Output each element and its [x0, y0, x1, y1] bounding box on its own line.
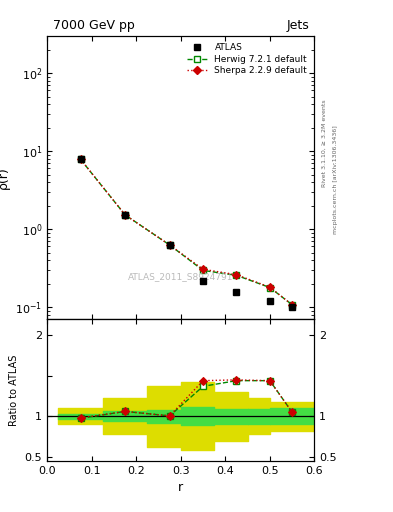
- Y-axis label: Ratio to ATLAS: Ratio to ATLAS: [9, 354, 19, 425]
- Text: Jets: Jets: [286, 18, 309, 32]
- Y-axis label: ρ(r): ρ(r): [0, 166, 10, 189]
- X-axis label: r: r: [178, 481, 184, 494]
- Legend: ATLAS, Herwig 7.2.1 default, Sherpa 2.2.9 default: ATLAS, Herwig 7.2.1 default, Sherpa 2.2.…: [185, 40, 310, 78]
- Text: 7000 GeV pp: 7000 GeV pp: [53, 18, 134, 32]
- Text: ATLAS_2011_S8924791: ATLAS_2011_S8924791: [128, 272, 233, 281]
- Text: mcplots.cern.ch [arXiv:1306.3436]: mcplots.cern.ch [arXiv:1306.3436]: [333, 125, 338, 233]
- Text: Rivet 3.1.10, ≥ 3.2M events: Rivet 3.1.10, ≥ 3.2M events: [321, 99, 327, 187]
